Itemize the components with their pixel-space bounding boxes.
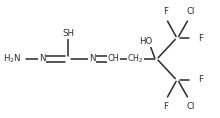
Text: N: N: [89, 55, 96, 63]
Text: H$_2$N: H$_2$N: [3, 53, 21, 65]
Text: N: N: [39, 55, 45, 63]
Text: CH$_2$: CH$_2$: [127, 53, 144, 65]
Text: CH: CH: [108, 55, 119, 63]
Text: Cl: Cl: [187, 102, 195, 111]
Text: SH: SH: [62, 29, 74, 38]
Text: F: F: [163, 7, 168, 16]
Text: Cl: Cl: [187, 7, 195, 16]
Text: F: F: [198, 76, 203, 84]
Text: HO: HO: [139, 37, 152, 46]
Text: F: F: [198, 34, 203, 42]
Text: F: F: [163, 102, 168, 111]
